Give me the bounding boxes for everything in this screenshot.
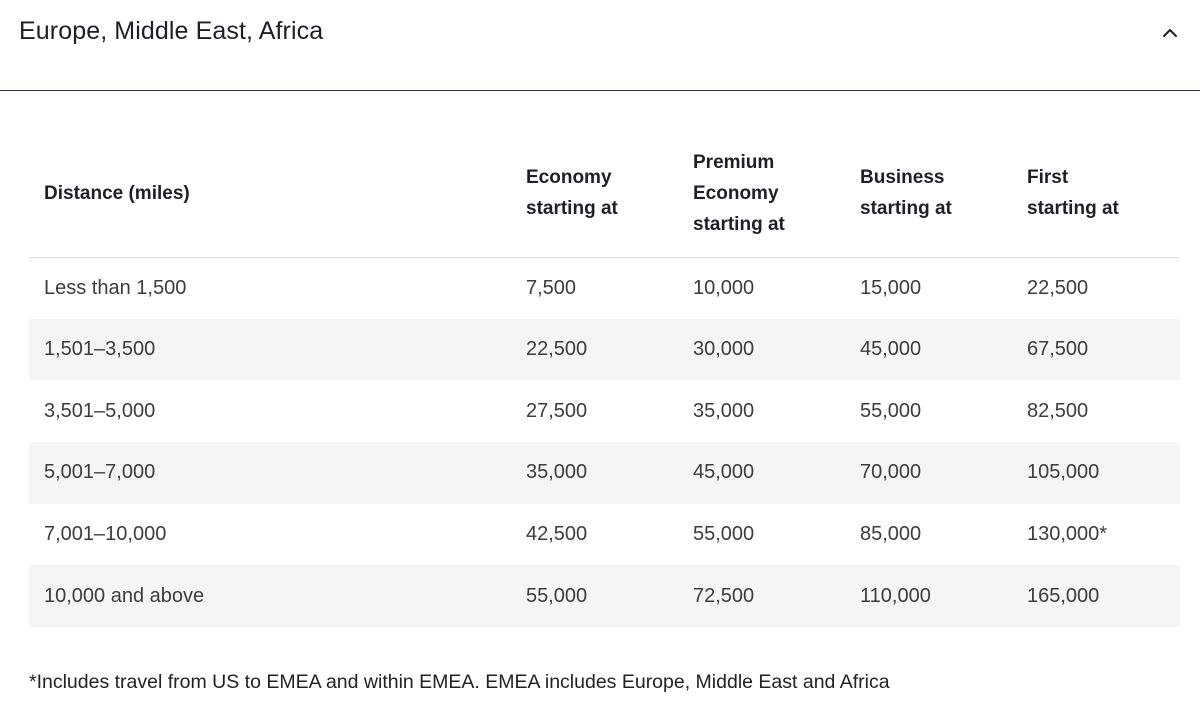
cell-distance: Less than 1,500 — [44, 276, 187, 299]
cell-premium-economy: 55,000 — [693, 523, 755, 546]
award-chart-table-wrap: Distance (miles) Economy starting at Pre… — [29, 130, 1180, 628]
cell-distance: 3,501–5,000 — [44, 399, 156, 422]
cell-first: 67,500 — [1012, 318, 1180, 381]
cell-economy: 35,000 — [511, 442, 678, 504]
cell-first: 130,000* — [1027, 523, 1108, 546]
cell-first: 165,000 — [1012, 565, 1180, 628]
header-line: Premium — [693, 151, 775, 173]
cell-business: 110,000 — [845, 565, 1012, 628]
header-economy: Economy starting at — [511, 130, 678, 258]
cell-economy: 27,500 — [526, 399, 588, 422]
header-line: starting at — [526, 198, 618, 220]
header-distance: Distance (miles) — [29, 130, 511, 258]
table-row: Less than 1,500 7,500 10,000 15,000 22,5… — [29, 257, 1180, 319]
table-row: 5,001–7,000 35,000 45,000 70,000 105,000 — [29, 442, 1180, 504]
cell-distance: 1,501–3,500 — [29, 318, 511, 381]
header-business: Business starting at — [845, 130, 1012, 258]
cell-economy: 22,500 — [511, 318, 678, 381]
header-line: starting at — [693, 213, 785, 235]
chevron-up-icon[interactable] — [1162, 26, 1178, 40]
cell-business: 55,000 — [860, 399, 922, 422]
table-row: 7,001–10,000 42,500 55,000 85,000 130,00… — [29, 504, 1180, 566]
cell-economy: 55,000 — [511, 565, 678, 628]
cell-economy: 42,500 — [526, 523, 588, 546]
cell-first: 105,000 — [1012, 442, 1180, 504]
footnote: *Includes travel from US to EMEA and wit… — [29, 671, 890, 693]
header-line: Business — [860, 167, 945, 189]
header-premium-economy: Premium Economy starting at — [678, 130, 845, 258]
cell-premium-economy: 10,000 — [693, 276, 755, 299]
table-row: 3,501–5,000 27,500 35,000 55,000 82,500 — [29, 380, 1180, 442]
accordion-header[interactable]: Europe, Middle East, Africa — [0, 0, 1200, 91]
header-line: starting at — [860, 198, 952, 220]
cell-distance: 10,000 and above — [29, 565, 511, 628]
header-first: First starting at — [1012, 130, 1180, 258]
cell-premium-economy: 72,500 — [678, 565, 845, 628]
cell-business: 15,000 — [860, 276, 922, 299]
header-line: First — [1027, 167, 1069, 189]
table-row: 1,501–3,500 22,500 30,000 45,000 67,500 — [29, 318, 1180, 381]
cell-first: 22,500 — [1027, 276, 1089, 299]
cell-first: 82,500 — [1027, 399, 1089, 422]
header-line: Economy — [693, 182, 779, 204]
award-chart-table: Distance (miles) Economy starting at Pre… — [29, 130, 1180, 628]
cell-premium-economy: 35,000 — [693, 399, 755, 422]
table-row: 10,000 and above 55,000 72,500 110,000 1… — [29, 565, 1180, 628]
cell-premium-economy: 30,000 — [678, 318, 845, 381]
cell-distance: 5,001–7,000 — [29, 442, 511, 504]
accordion-title: Europe, Middle East, Africa — [19, 17, 324, 45]
header-line: starting at — [1027, 198, 1119, 220]
cell-distance: 7,001–10,000 — [44, 523, 167, 546]
header-line: Distance (miles) — [44, 182, 190, 204]
table-header-row: Distance (miles) Economy starting at Pre… — [29, 130, 1180, 258]
cell-business: 70,000 — [845, 442, 1012, 504]
cell-business: 45,000 — [845, 318, 1012, 381]
header-line: Economy — [526, 167, 612, 189]
cell-premium-economy: 45,000 — [678, 442, 845, 504]
cell-business: 85,000 — [860, 523, 922, 546]
cell-economy: 7,500 — [526, 276, 577, 299]
